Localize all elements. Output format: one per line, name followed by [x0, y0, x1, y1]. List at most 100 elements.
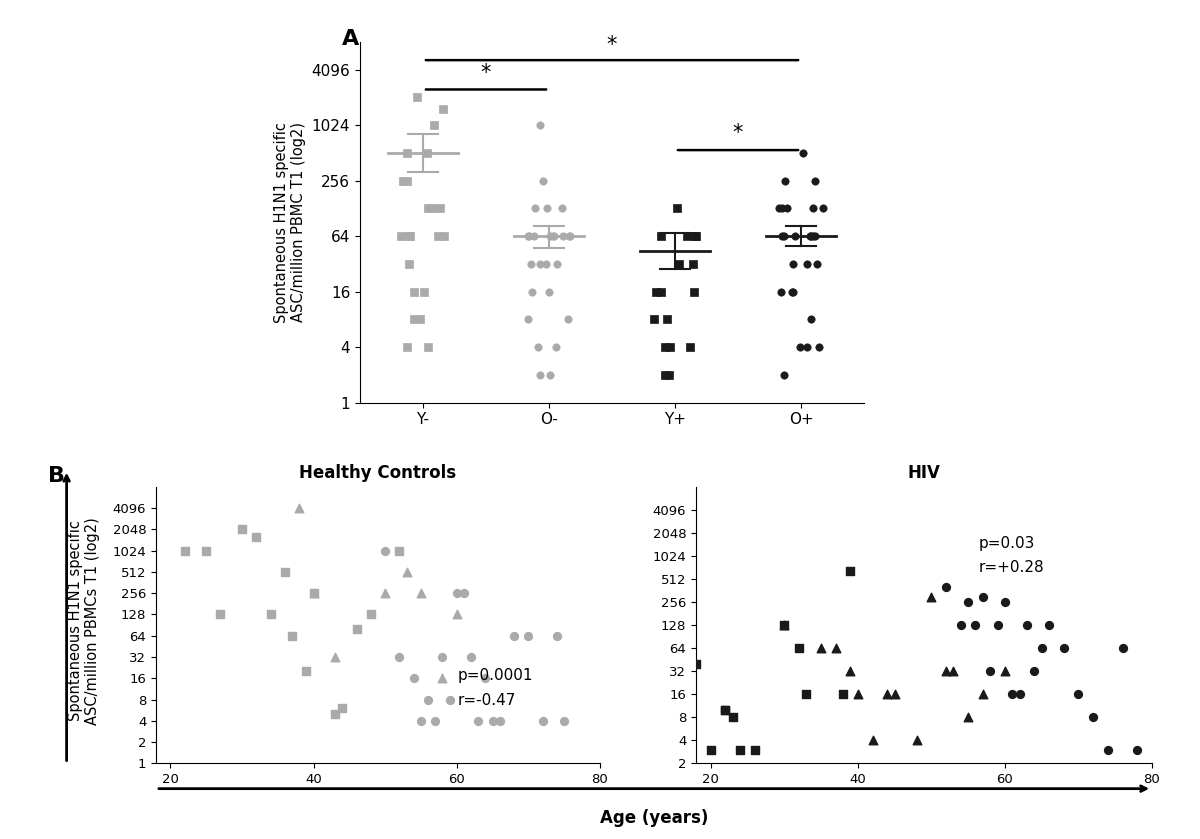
Point — [959, 711, 978, 724]
Text: r=-0.47: r=-0.47 — [458, 693, 516, 708]
Point — [877, 688, 896, 701]
Text: A: A — [342, 29, 359, 50]
Point — [980, 664, 1000, 678]
Point — [522, 285, 541, 299]
Point — [944, 664, 964, 678]
Point — [361, 607, 380, 621]
Point — [397, 146, 416, 159]
Point — [418, 201, 437, 215]
Point — [966, 618, 985, 632]
Text: Age (years): Age (years) — [600, 809, 708, 827]
Point — [428, 230, 448, 243]
Point — [518, 313, 538, 326]
Point — [520, 230, 539, 243]
Point — [774, 368, 793, 382]
Point — [401, 230, 420, 243]
Point — [995, 596, 1014, 609]
Point — [1003, 688, 1022, 701]
Point — [802, 313, 821, 326]
Point — [419, 341, 438, 354]
Point — [797, 258, 816, 271]
Point — [410, 313, 430, 326]
Point — [376, 544, 395, 557]
Point — [775, 618, 794, 632]
Point — [440, 693, 460, 706]
Point — [659, 368, 678, 382]
Point — [907, 733, 926, 748]
Point — [802, 230, 821, 243]
Point — [1112, 641, 1132, 654]
Point — [686, 657, 706, 670]
Point — [805, 230, 824, 243]
Point — [247, 530, 266, 544]
Point — [936, 581, 955, 594]
Point — [774, 230, 793, 243]
Point — [552, 201, 571, 215]
Point — [540, 230, 559, 243]
Point — [530, 368, 550, 382]
Point — [784, 258, 803, 271]
Point — [769, 201, 788, 215]
Point — [784, 285, 803, 299]
Point — [538, 201, 557, 215]
Point — [412, 714, 431, 727]
Point — [1010, 688, 1030, 701]
Point — [533, 174, 552, 187]
Point — [1098, 743, 1117, 757]
Text: *: * — [481, 63, 491, 83]
Point — [412, 586, 431, 600]
Point — [433, 650, 452, 664]
Point — [1032, 641, 1051, 654]
Point — [397, 341, 416, 354]
Point — [652, 285, 671, 299]
Point — [536, 258, 556, 271]
Point — [476, 671, 496, 685]
Point — [518, 629, 538, 643]
Point — [841, 565, 860, 578]
Point — [647, 285, 666, 299]
Point — [1128, 743, 1147, 757]
Point — [397, 174, 416, 187]
Point — [804, 230, 823, 243]
Point — [1039, 618, 1058, 632]
Point — [745, 743, 764, 757]
Text: B: B — [48, 466, 65, 486]
Point — [394, 174, 413, 187]
Point — [533, 714, 552, 727]
Point — [233, 523, 252, 536]
Text: Spontaneous H1N1 specific
ASC/million PBMCs T1 (log2): Spontaneous H1N1 specific ASC/million PB… — [68, 517, 101, 725]
Point — [652, 230, 671, 243]
Point — [797, 688, 816, 701]
Point — [462, 650, 481, 664]
Point — [863, 733, 882, 748]
Point — [414, 285, 433, 299]
Point — [841, 664, 860, 678]
Point — [530, 258, 550, 271]
Point — [419, 693, 438, 706]
Point — [325, 707, 344, 721]
Point — [559, 230, 578, 243]
Point — [197, 544, 216, 557]
Point — [811, 641, 830, 654]
Point — [1054, 641, 1073, 654]
Point — [684, 285, 703, 299]
Point — [408, 91, 427, 104]
Point — [814, 201, 833, 215]
Point — [540, 368, 559, 382]
Point — [782, 285, 802, 299]
Point — [995, 664, 1014, 678]
Point — [775, 618, 794, 632]
Point — [988, 618, 1007, 632]
Point — [1084, 711, 1103, 724]
Point — [772, 230, 791, 243]
Point — [778, 201, 797, 215]
Point — [798, 341, 817, 354]
Point — [526, 201, 545, 215]
Point — [455, 586, 474, 600]
Point — [1069, 688, 1088, 701]
Point — [397, 565, 416, 579]
Point — [680, 341, 700, 354]
Point — [800, 230, 820, 243]
Point — [424, 118, 443, 132]
Point — [400, 258, 419, 271]
